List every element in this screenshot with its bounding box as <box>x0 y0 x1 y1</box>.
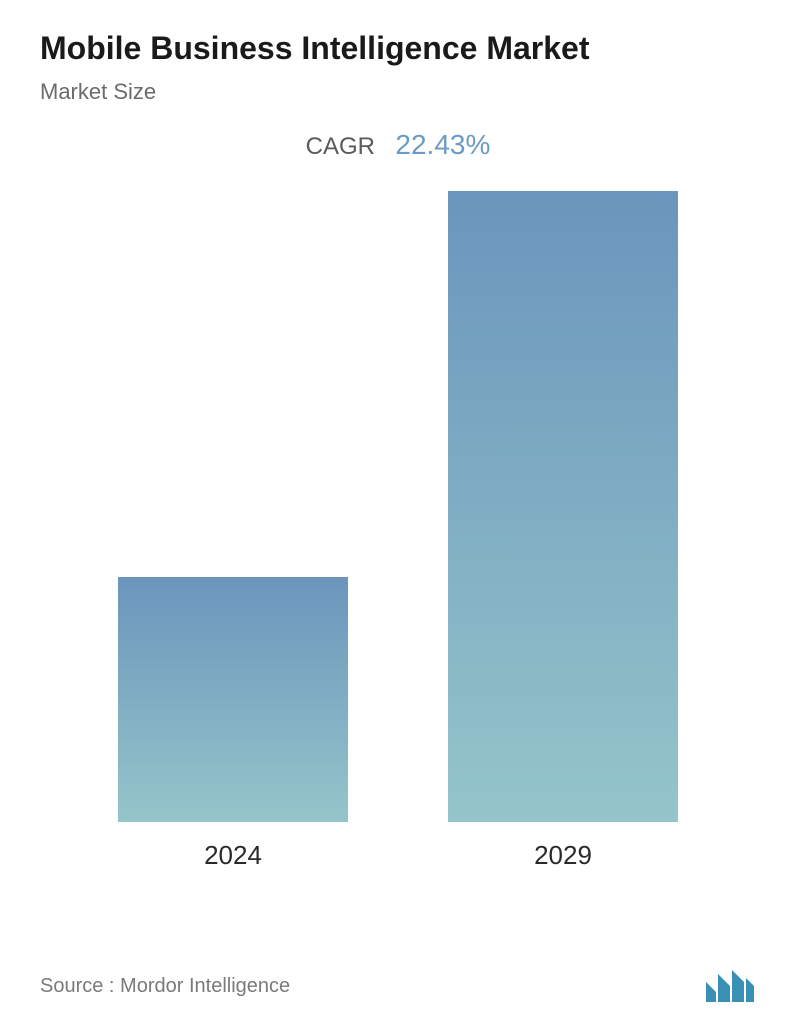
bar-group-0: 2024 <box>118 191 348 871</box>
cagr-container: CAGR 22.43% <box>40 129 756 161</box>
bar-0 <box>118 577 348 822</box>
bar-1 <box>448 191 678 822</box>
source-name: Mordor Intelligence <box>120 975 290 997</box>
bar-group-1: 2029 <box>448 191 678 871</box>
mordor-logo-icon <box>704 968 756 1004</box>
footer: Source : Mordor Intelligence <box>40 968 756 1004</box>
cagr-label: CAGR <box>306 133 375 160</box>
bar-label-1: 2029 <box>534 840 592 871</box>
source-attribution: Source : Mordor Intelligence <box>40 975 290 998</box>
bar-chart: 2024 2029 <box>40 191 756 871</box>
source-label: Source : <box>40 975 114 997</box>
cagr-value: 22.43% <box>395 129 490 160</box>
bar-label-0: 2024 <box>204 840 262 871</box>
chart-title: Mobile Business Intelligence Market <box>40 30 756 67</box>
chart-subtitle: Market Size <box>40 79 756 105</box>
